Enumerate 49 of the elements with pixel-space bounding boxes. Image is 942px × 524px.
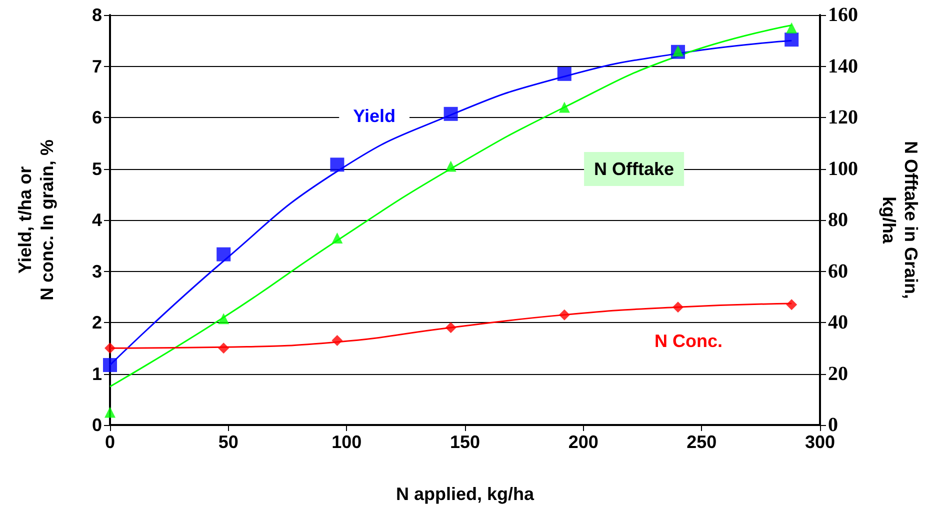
- x-tick-label: 150: [450, 432, 480, 452]
- point: [332, 334, 343, 346]
- point: [218, 313, 230, 324]
- y-axis-title: Yield, t/ha or N conc. In grain, %: [15, 139, 57, 301]
- point: [104, 342, 116, 354]
- y2-tick-label: 40: [828, 312, 848, 334]
- point: [557, 66, 572, 81]
- y2-tick-label: 120: [828, 106, 858, 128]
- y-tick-label: 3: [92, 261, 102, 282]
- y-tick-label: 7: [92, 56, 102, 76]
- text: N Offtake: [594, 158, 674, 179]
- y2-tick-label: 60: [828, 260, 848, 282]
- point: [332, 232, 343, 244]
- series-label: N Conc.: [654, 331, 723, 352]
- point: [330, 158, 344, 172]
- point: [784, 32, 799, 47]
- y-tick-label: 6: [92, 108, 102, 128]
- point: [558, 309, 570, 320]
- point: [786, 22, 798, 34]
- point: [672, 45, 684, 56]
- y2-tick-label: 20: [828, 362, 848, 385]
- x-tick-label: 50: [218, 432, 238, 452]
- y-tick-label: 4: [92, 210, 102, 230]
- x-axis-title: N applied, kg/ha: [396, 484, 535, 504]
- x-tick-label: 250: [686, 432, 717, 452]
- x-tick-label: 0: [104, 432, 116, 452]
- y2-tick-label: 160: [828, 4, 858, 26]
- x-tick-label: 200: [568, 432, 598, 452]
- y2-tick-label: 80: [828, 209, 848, 231]
- point: [445, 322, 456, 334]
- point: [786, 299, 798, 310]
- y-tick-label: 8: [92, 5, 102, 25]
- point: [445, 160, 456, 172]
- point: [218, 342, 230, 354]
- x-tick-label: 100: [332, 432, 362, 452]
- y2-axis-title: N Offtake in Grain, kg/ha: [879, 140, 921, 300]
- series-label: Yield: [353, 106, 396, 126]
- point: [216, 247, 231, 262]
- point: [104, 406, 116, 418]
- y-tick-label: 0: [92, 415, 102, 435]
- y-tick-label: 2: [92, 312, 102, 332]
- point: [103, 358, 117, 372]
- y2-tick-label: 100: [828, 158, 858, 180]
- point: [558, 102, 570, 113]
- y2-tick-label: 140: [828, 55, 858, 78]
- y-tick-label: 5: [92, 158, 102, 179]
- y-tick-label: 1: [92, 364, 102, 384]
- point: [672, 302, 684, 313]
- point: [444, 106, 458, 121]
